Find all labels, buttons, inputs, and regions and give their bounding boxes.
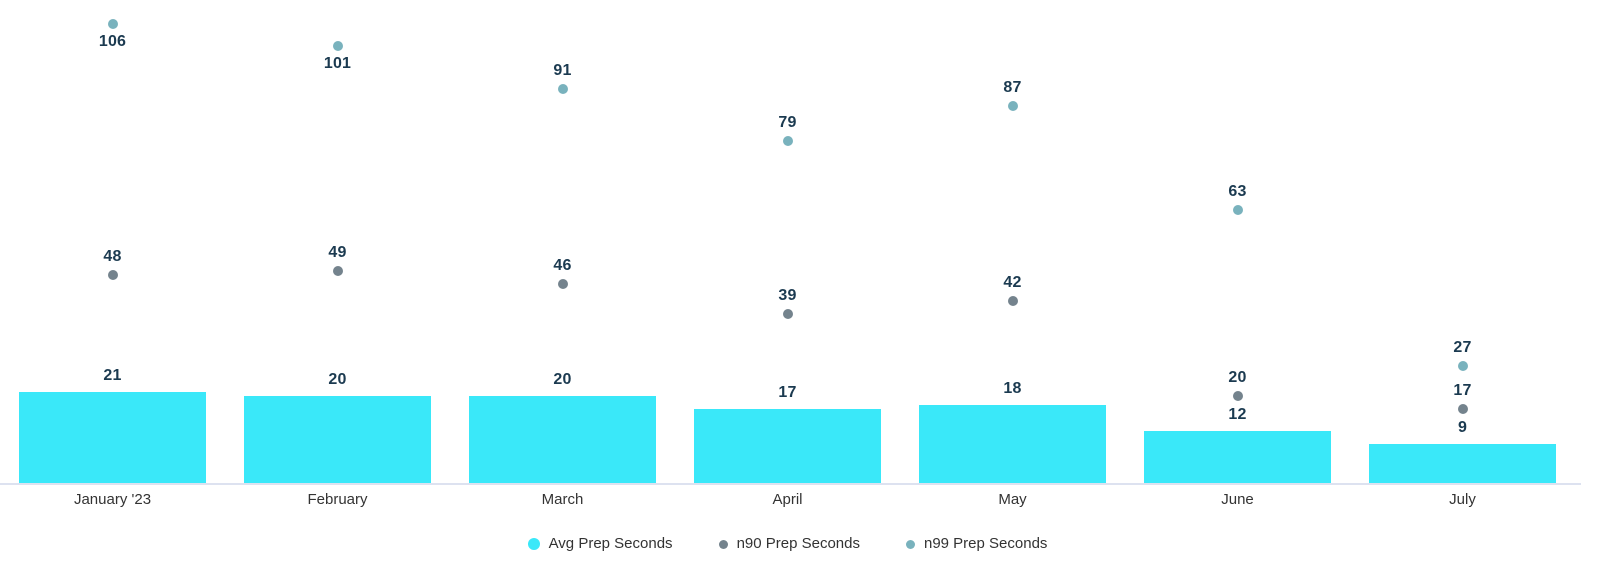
n90-point-label: 39: [778, 287, 797, 305]
n90-point[interactable]: [107, 270, 118, 281]
n90-point[interactable]: [1457, 404, 1468, 415]
n99-point[interactable]: [782, 135, 793, 146]
x-axis-line: [0, 483, 1581, 485]
n90-point[interactable]: [1232, 391, 1243, 402]
n99-point[interactable]: [1007, 101, 1018, 112]
bar-value-label: 9: [1457, 419, 1468, 437]
n90-point-label: 42: [1003, 274, 1022, 292]
legend-item-n99-prep-seconds[interactable]: n99 Prep Seconds: [905, 534, 1048, 554]
n99-point[interactable]: [332, 40, 343, 51]
bar-value-label: 20: [553, 371, 572, 389]
n90-point[interactable]: [1007, 296, 1018, 307]
x-axis-labels: January '23 February March April May June July: [0, 490, 1575, 510]
n99-point-label: 91: [553, 61, 572, 79]
bar-value-label: 18: [1003, 380, 1022, 398]
n90-point[interactable]: [782, 309, 793, 320]
n90-series-swatch-icon: [718, 539, 728, 549]
n90-point-label: 20: [1228, 369, 1247, 387]
n99-point[interactable]: [1232, 205, 1243, 216]
n90-point-label: 49: [328, 243, 347, 261]
n99-point[interactable]: [1457, 361, 1468, 372]
bar-value-label: 12: [1228, 406, 1247, 424]
n99-point[interactable]: [557, 83, 568, 94]
n90-point-label: 17: [1453, 382, 1472, 400]
n90-point[interactable]: [332, 265, 343, 276]
bar-avg-prep-seconds[interactable]: [469, 396, 656, 483]
n90-point[interactable]: [557, 278, 568, 289]
avg-series-swatch-icon: [527, 538, 540, 550]
n99-point-label: 101: [323, 54, 352, 72]
legend-label: n90 Prep Seconds: [736, 535, 860, 552]
bar-avg-prep-seconds[interactable]: [244, 396, 431, 483]
n99-series-swatch-icon: [905, 539, 915, 549]
n90-point-label: 48: [103, 248, 122, 266]
n99-point-label: 63: [1228, 183, 1247, 201]
legend-item-avg-prep-seconds[interactable]: Avg Prep Seconds: [527, 534, 673, 554]
bar-value-label: 17: [778, 384, 797, 402]
x-axis-label: May: [998, 491, 1027, 508]
bar-value-label: 21: [103, 367, 122, 385]
plot-area: 21 48 106 20 49 101 20 46 91 17 39 79 18 42 87 12 20 63 9 1…: [19, 19, 1556, 483]
bar-avg-prep-seconds[interactable]: [919, 405, 1106, 483]
x-axis-label: June: [1221, 491, 1254, 508]
legend: Avg Prep Seconds n90 Prep Seconds n99 Pr…: [0, 534, 1575, 554]
n99-point-label: 87: [1003, 79, 1022, 97]
x-axis-label: July: [1449, 491, 1476, 508]
x-axis-label: February: [307, 491, 368, 508]
n99-point-label: 106: [98, 33, 127, 51]
x-axis-label: March: [541, 491, 584, 508]
n99-point-label: 27: [1453, 339, 1472, 357]
legend-item-n90-prep-seconds[interactable]: n90 Prep Seconds: [718, 534, 860, 554]
n90-point-label: 46: [553, 256, 572, 274]
x-axis-label: April: [772, 491, 803, 508]
legend-label: Avg Prep Seconds: [548, 535, 673, 552]
bar-avg-prep-seconds[interactable]: [1144, 431, 1331, 483]
x-axis-label: January '23: [73, 491, 152, 508]
bar-avg-prep-seconds[interactable]: [694, 409, 881, 483]
bar-avg-prep-seconds[interactable]: [1369, 444, 1556, 483]
bar-avg-prep-seconds[interactable]: [19, 392, 206, 483]
n99-point[interactable]: [107, 19, 118, 30]
bar-value-label: 20: [328, 371, 347, 389]
n99-point-label: 79: [778, 113, 797, 131]
legend-label: n99 Prep Seconds: [923, 535, 1048, 552]
